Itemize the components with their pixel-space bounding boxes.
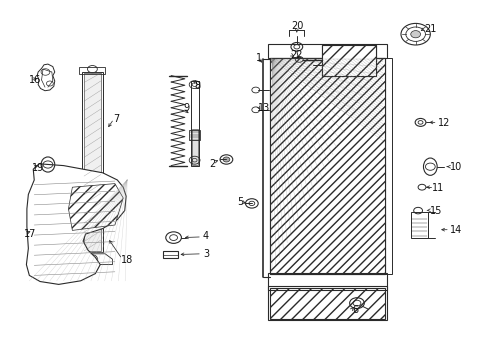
Text: 18: 18: [121, 255, 133, 265]
Polygon shape: [68, 184, 123, 230]
Bar: [267, 273, 386, 290]
Bar: [267, 286, 386, 320]
Text: 12: 12: [437, 118, 449, 128]
Text: 10: 10: [449, 162, 461, 172]
Bar: [82, 72, 102, 252]
Text: 22: 22: [289, 50, 302, 60]
Text: 2: 2: [208, 159, 215, 169]
Text: 3: 3: [203, 249, 209, 259]
Text: 17: 17: [24, 229, 37, 239]
Text: 14: 14: [449, 225, 461, 235]
Text: 19: 19: [32, 163, 44, 173]
Bar: [188, 130, 200, 140]
Bar: [410, 212, 427, 238]
Text: 16: 16: [29, 75, 41, 85]
Text: 20: 20: [290, 21, 303, 31]
Text: 9: 9: [183, 103, 189, 113]
Text: 15: 15: [429, 206, 442, 216]
Bar: [384, 58, 391, 274]
Circle shape: [223, 157, 229, 162]
Bar: [269, 58, 384, 274]
Text: 7: 7: [113, 114, 120, 124]
Bar: [84, 73, 101, 251]
Text: 6: 6: [351, 305, 358, 315]
Bar: [269, 58, 384, 274]
Bar: [267, 44, 386, 58]
Bar: [190, 81, 198, 166]
Bar: [271, 59, 382, 272]
Text: 13: 13: [258, 103, 270, 113]
Bar: [321, 45, 375, 76]
Text: 21: 21: [424, 24, 436, 34]
Bar: [323, 46, 373, 74]
Text: 8: 8: [194, 81, 201, 91]
Bar: [79, 67, 104, 74]
Bar: [321, 45, 375, 76]
Circle shape: [410, 31, 420, 38]
Text: 4: 4: [203, 231, 209, 241]
Bar: [163, 251, 177, 258]
Text: 1: 1: [256, 53, 262, 63]
Text: 5: 5: [236, 197, 243, 207]
Polygon shape: [26, 164, 126, 284]
Bar: [269, 288, 384, 319]
Bar: [191, 129, 197, 165]
Text: 11: 11: [431, 183, 443, 193]
